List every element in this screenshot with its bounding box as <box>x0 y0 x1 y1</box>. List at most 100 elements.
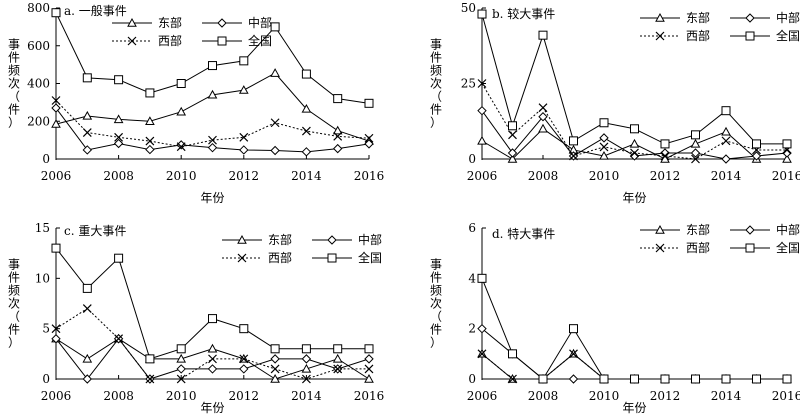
data-point-square <box>508 121 517 131</box>
data-point-x <box>301 126 311 136</box>
x-tick-label: 2012 <box>650 389 681 403</box>
legend-label: 中部 <box>358 232 382 247</box>
data-point-triangle <box>207 89 218 99</box>
data-point-x <box>333 364 343 374</box>
data-point-square <box>176 344 186 354</box>
data-point-square <box>752 374 761 384</box>
x-tick-label: 2006 <box>467 389 498 403</box>
data-point-triangle <box>629 138 640 148</box>
legend-label: 西部 <box>158 33 182 48</box>
data-point-diamond <box>538 112 548 122</box>
data-point-x <box>239 132 249 142</box>
y-tick-label: 600 <box>27 39 50 53</box>
series-line-square <box>55 12 370 104</box>
data-point-x <box>569 151 578 161</box>
y-tick-label: 6 <box>468 221 476 235</box>
data-point-square <box>270 22 280 32</box>
series-line-square <box>481 278 787 380</box>
legend-label: 全国 <box>776 240 800 255</box>
y-axis-label-char: 次 <box>8 77 20 91</box>
x-tick-label: 2006 <box>41 169 72 183</box>
data-point-triangle <box>332 125 343 135</box>
data-point-square <box>660 374 670 384</box>
y-axis-label-char: ） <box>8 116 20 130</box>
x-axis-label: 年份 <box>200 191 224 205</box>
y-axis-label-char: 件 <box>8 103 20 117</box>
y-axis-label-char: 事 <box>430 38 442 52</box>
data-point-triangle <box>176 106 187 116</box>
data-point-x <box>508 374 517 384</box>
x-tick-label: 2016 <box>354 389 385 403</box>
data-point-square <box>477 9 487 19</box>
data-point-x <box>114 132 124 142</box>
x-tick-label: 2008 <box>528 389 559 403</box>
data-point-x <box>569 349 578 359</box>
y-axis-label-char: 件 <box>8 271 20 285</box>
x-tick-label: 2010 <box>166 389 197 403</box>
legend-marker <box>327 235 337 245</box>
y-axis-label-char: 频 <box>430 64 442 78</box>
data-point-x <box>114 334 124 344</box>
data-point-square <box>630 124 639 134</box>
data-point-square <box>599 118 609 128</box>
data-point-triangle <box>782 153 792 163</box>
data-point-diamond <box>599 133 609 143</box>
y-tick-label: 4 <box>468 271 476 285</box>
y-tick-label: 5 <box>42 322 50 336</box>
data-point-triangle <box>270 373 280 383</box>
data-point-x <box>364 133 374 143</box>
data-point-x <box>660 151 670 161</box>
series-line-diamond <box>481 328 787 380</box>
data-point-triangle <box>301 103 312 113</box>
y-tick-label: 15 <box>35 221 50 235</box>
data-point-square <box>208 314 217 324</box>
data-point-square <box>660 139 670 149</box>
data-point-x <box>51 96 61 105</box>
data-point-square <box>782 139 792 149</box>
chart-title: d. 特大事件 <box>492 226 555 241</box>
legend-label: 东部 <box>158 15 182 30</box>
data-point-square <box>630 374 639 384</box>
data-point-square <box>145 88 155 98</box>
x-tick-label: 2012 <box>229 389 260 403</box>
y-tick-label: 2 <box>468 322 476 336</box>
y-axis-label-char: 件 <box>430 271 442 285</box>
data-point-diamond <box>270 354 280 364</box>
legend-label: 东部 <box>268 232 292 247</box>
data-point-triangle <box>270 68 280 77</box>
data-point-diamond <box>145 144 155 155</box>
data-point-x <box>82 304 92 313</box>
data-point-x <box>145 136 155 146</box>
legend-marker <box>745 225 755 235</box>
x-tick-label: 2014 <box>711 169 742 183</box>
data-point-square <box>721 106 731 116</box>
y-axis-label-char: 事 <box>8 38 20 52</box>
y-axis-label-char: ） <box>430 336 442 350</box>
data-point-triangle <box>721 126 731 136</box>
chart-title: a. 一般事件 <box>64 3 127 18</box>
data-point-diamond <box>477 105 487 116</box>
legend-marker <box>327 253 337 263</box>
y-axis-label-char: （ <box>8 90 20 104</box>
x-axis-label: 年份 <box>622 401 646 415</box>
legend-label: 全国 <box>358 250 382 265</box>
data-point-square <box>569 324 578 334</box>
legend-label: 西部 <box>686 240 710 255</box>
data-point-triangle <box>176 353 187 363</box>
data-point-triangle <box>145 116 155 125</box>
series-line-square <box>55 247 369 360</box>
y-axis-label-char: 事 <box>430 258 442 272</box>
x-axis-label: 年份 <box>622 191 646 205</box>
data-point-x <box>538 103 548 113</box>
data-point-diamond <box>660 148 670 158</box>
data-point-triangle <box>51 119 61 128</box>
data-point-square <box>691 130 700 140</box>
y-axis-label-char: 频 <box>8 284 20 298</box>
data-point-diamond <box>113 138 124 149</box>
y-axis-label-char: 件 <box>430 103 442 117</box>
data-point-square <box>364 98 374 108</box>
